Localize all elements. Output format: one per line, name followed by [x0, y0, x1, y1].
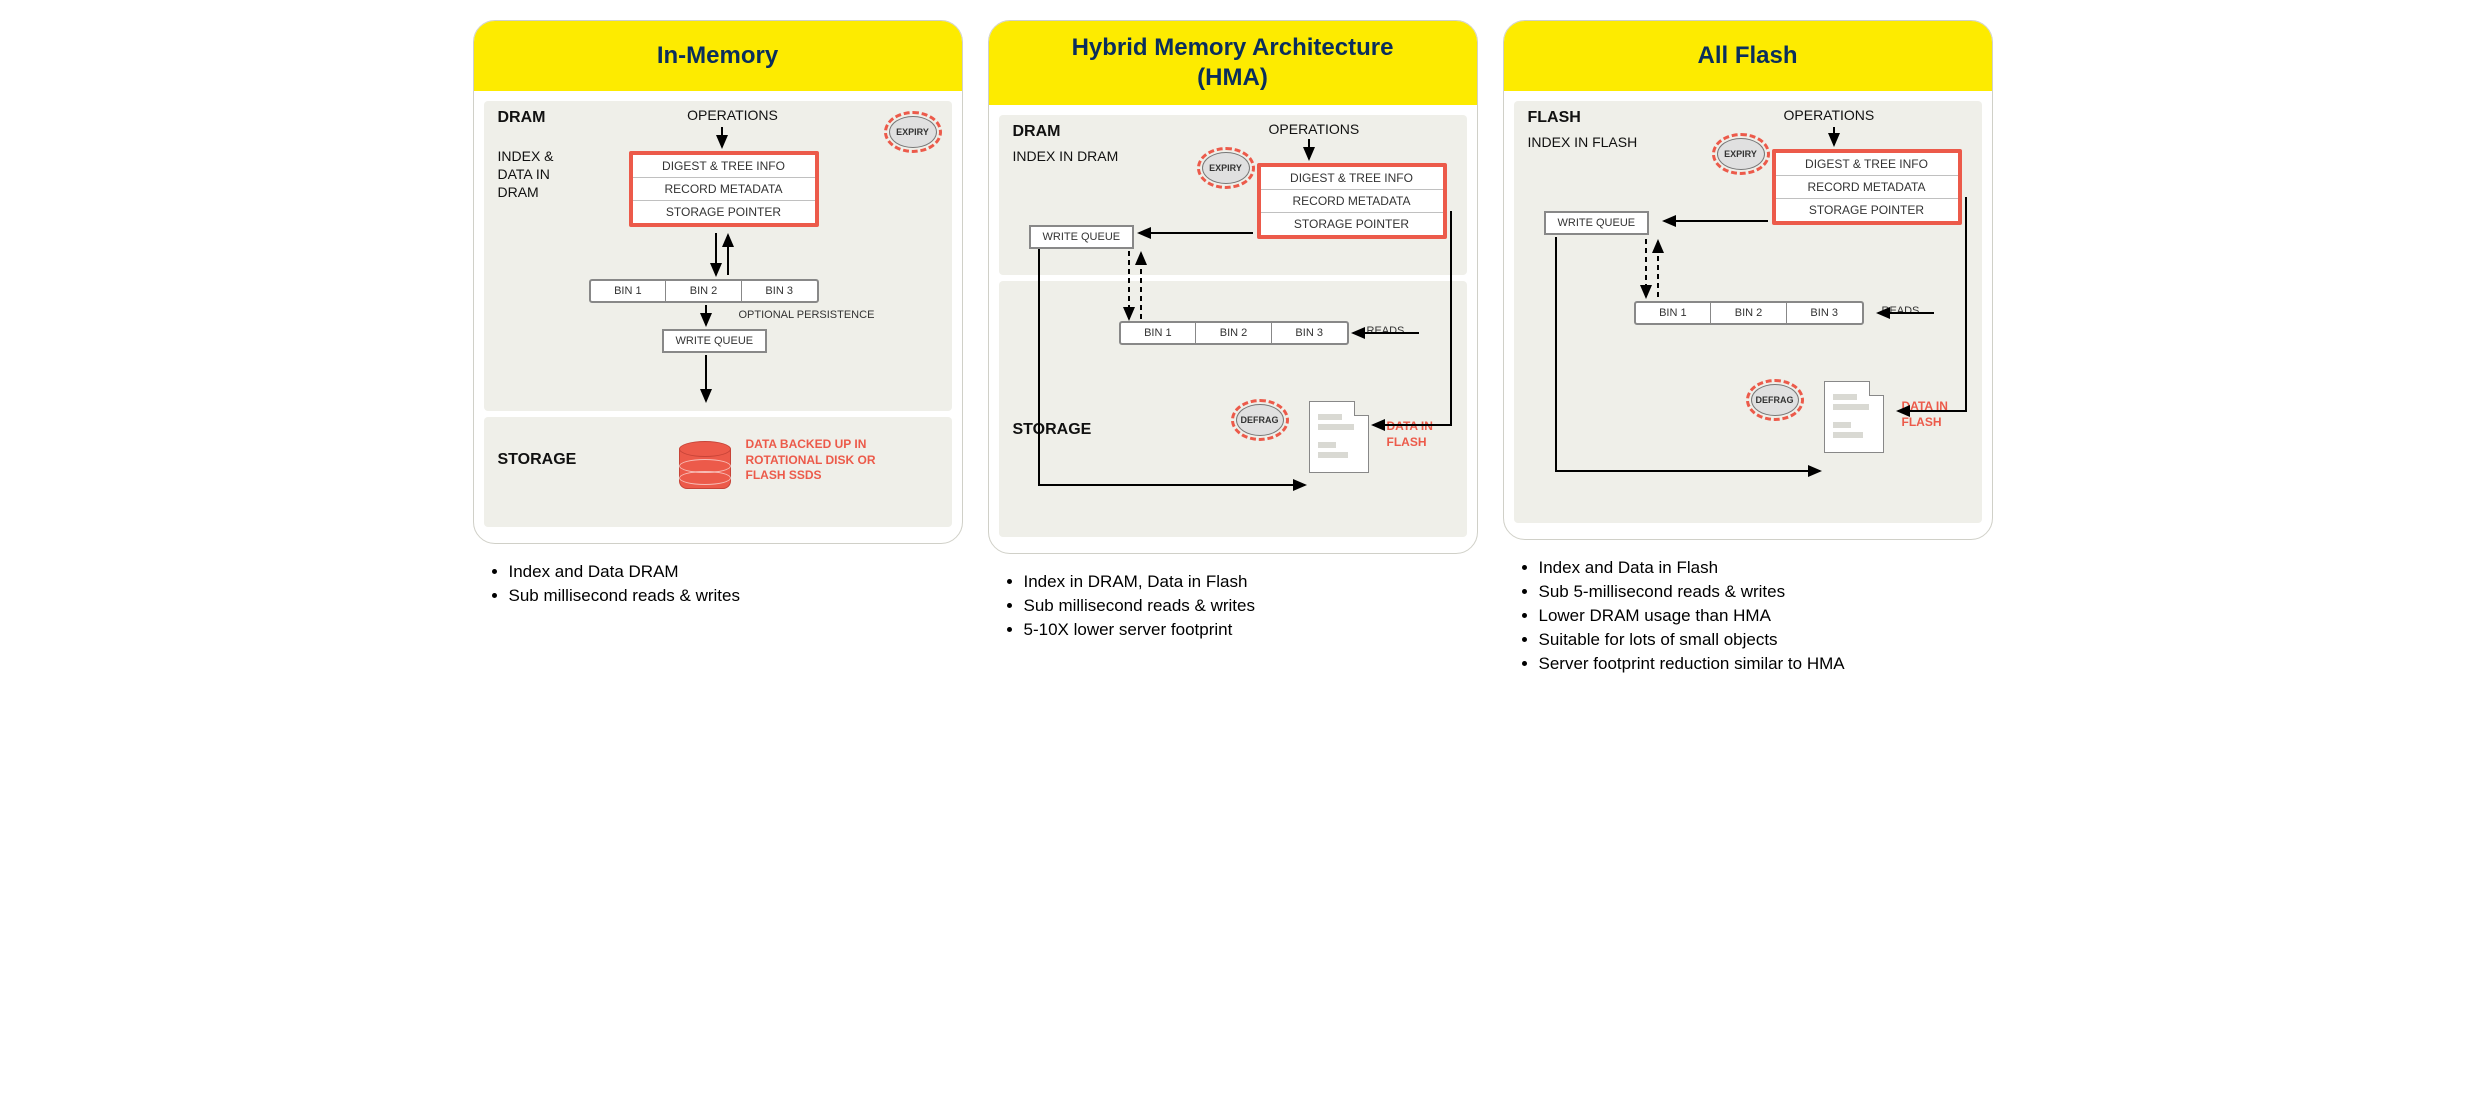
defrag-badge: DEFRAG [1746, 379, 1804, 421]
panel-title: All Flash [1504, 21, 1992, 91]
bin-cell: BIN 3 [1787, 303, 1862, 323]
ops-label: OPERATIONS [1269, 121, 1360, 137]
panel-body: FLASH INDEX IN FLASH OPERATIONS EXPIRY D… [1504, 91, 1992, 539]
dram-label: DRAM [1013, 123, 1119, 141]
panel-body: DRAM INDEX IN DRAM OPERATIONS EXPIRY DIG… [989, 105, 1477, 553]
panel-body: DRAM INDEX & DATA IN DRAM OPERATIONS EXP… [474, 91, 962, 543]
document-icon [1824, 381, 1884, 453]
reads-label: READS [1882, 305, 1920, 317]
dram-section: DRAM INDEX & DATA IN DRAM OPERATIONS EXP… [484, 101, 952, 411]
bin-cell: BIN 1 [591, 281, 667, 301]
panel-in-memory: In-Memory DRAM INDEX & DATA IN DRAM OPER… [473, 20, 963, 544]
panel-title: Hybrid Memory Architecture (HMA) [989, 21, 1477, 105]
bullet-item: Index in DRAM, Data in Flash [1024, 572, 1478, 592]
panel-all-flash: All Flash FLASH INDEX IN FLASH OPERATION… [1503, 20, 1993, 540]
expiry-badge: EXPIRY [884, 111, 942, 153]
write-queue-box: WRITE QUEUE [662, 329, 768, 353]
storage-label: STORAGE [1013, 421, 1092, 439]
bullet-list: Index and Data DRAM Sub millisecond read… [473, 562, 963, 606]
bin-cell: BIN 1 [1636, 303, 1712, 323]
document-icon [1309, 401, 1369, 473]
opt-persist-label: OPTIONAL PERSISTENCE [739, 309, 875, 321]
storage-note: DATA IN FLASH [1387, 419, 1433, 450]
dram-section: DRAM INDEX IN DRAM OPERATIONS EXPIRY DIG… [999, 115, 1467, 275]
bin-cell: BIN 3 [1272, 323, 1347, 343]
bin-cell: BIN 2 [666, 281, 742, 301]
cylinder-icon [679, 441, 731, 489]
ops-label: OPERATIONS [1784, 107, 1875, 123]
storage-section: STORAGE DATA BACKED UP IN ROTATIONAL DIS… [484, 417, 952, 527]
bin-cell: BIN 2 [1196, 323, 1272, 343]
bullet-item: Lower DRAM usage than HMA [1539, 606, 1993, 626]
storage-note: DATA IN FLASH [1902, 399, 1948, 430]
column-all-flash: All Flash FLASH INDEX IN FLASH OPERATION… [1503, 20, 1993, 678]
bullet-item: Suitable for lots of small objects [1539, 630, 1993, 650]
bullet-item: Sub millisecond reads & writes [509, 586, 963, 606]
index-row: STORAGE POINTER [1261, 213, 1443, 235]
index-box: DIGEST & TREE INFO RECORD METADATA STORA… [629, 151, 819, 227]
write-queue-box: WRITE QUEUE [1544, 211, 1650, 235]
sub-label: INDEX & DATA IN DRAM [498, 147, 554, 202]
expiry-badge: EXPIRY [1197, 147, 1255, 189]
bins-box: BIN 1 BIN 2 BIN 3 [1634, 301, 1864, 325]
bin-cell: BIN 3 [742, 281, 817, 301]
bullet-item: Sub millisecond reads & writes [1024, 596, 1478, 616]
diagram-container: In-Memory DRAM INDEX & DATA IN DRAM OPER… [20, 20, 2445, 678]
defrag-badge: DEFRAG [1231, 399, 1289, 441]
sub-label: INDEX IN FLASH [1528, 133, 1638, 151]
bullet-list: Index and Data in Flash Sub 5-millisecon… [1503, 558, 1993, 674]
bin-cell: BIN 1 [1121, 323, 1197, 343]
write-queue-box: WRITE QUEUE [1029, 225, 1135, 249]
bullet-item: Sub 5-millisecond reads & writes [1539, 582, 1993, 602]
index-row: DIGEST & TREE INFO [633, 155, 815, 178]
panel-hma: Hybrid Memory Architecture (HMA) DRAM IN… [988, 20, 1478, 554]
index-box: DIGEST & TREE INFO RECORD METADATA STORA… [1772, 149, 1962, 225]
index-row: RECORD METADATA [1776, 176, 1958, 199]
reads-label: READS [1367, 325, 1405, 337]
panel-title: In-Memory [474, 21, 962, 91]
bin-cell: BIN 2 [1711, 303, 1787, 323]
bullet-list: Index in DRAM, Data in Flash Sub millise… [988, 572, 1478, 640]
index-row: DIGEST & TREE INFO [1261, 167, 1443, 190]
expiry-badge: EXPIRY [1712, 133, 1770, 175]
storage-label: STORAGE [498, 451, 577, 469]
index-box: DIGEST & TREE INFO RECORD METADATA STORA… [1257, 163, 1447, 239]
bullet-item: 5-10X lower server footprint [1024, 620, 1478, 640]
flash-section: FLASH INDEX IN FLASH OPERATIONS EXPIRY D… [1514, 101, 1982, 523]
column-in-memory: In-Memory DRAM INDEX & DATA IN DRAM OPER… [473, 20, 963, 610]
index-row: RECORD METADATA [1261, 190, 1443, 213]
storage-section: STORAGE BIN 1 BIN 2 BIN 3 READS DEFRAG [999, 281, 1467, 537]
column-hma: Hybrid Memory Architecture (HMA) DRAM IN… [988, 20, 1478, 644]
index-row: STORAGE POINTER [633, 201, 815, 223]
bullet-item: Index and Data in Flash [1539, 558, 1993, 578]
storage-note: DATA BACKED UP IN ROTATIONAL DISK OR FLA… [746, 437, 876, 484]
index-row: DIGEST & TREE INFO [1776, 153, 1958, 176]
sub-label: INDEX IN DRAM [1013, 147, 1119, 165]
flash-label: FLASH [1528, 109, 1638, 127]
bullet-item: Index and Data DRAM [509, 562, 963, 582]
bins-box: BIN 1 BIN 2 BIN 3 [1119, 321, 1349, 345]
bullet-item: Server footprint reduction similar to HM… [1539, 654, 1993, 674]
bins-box: BIN 1 BIN 2 BIN 3 [589, 279, 819, 303]
index-row: STORAGE POINTER [1776, 199, 1958, 221]
index-row: RECORD METADATA [633, 178, 815, 201]
